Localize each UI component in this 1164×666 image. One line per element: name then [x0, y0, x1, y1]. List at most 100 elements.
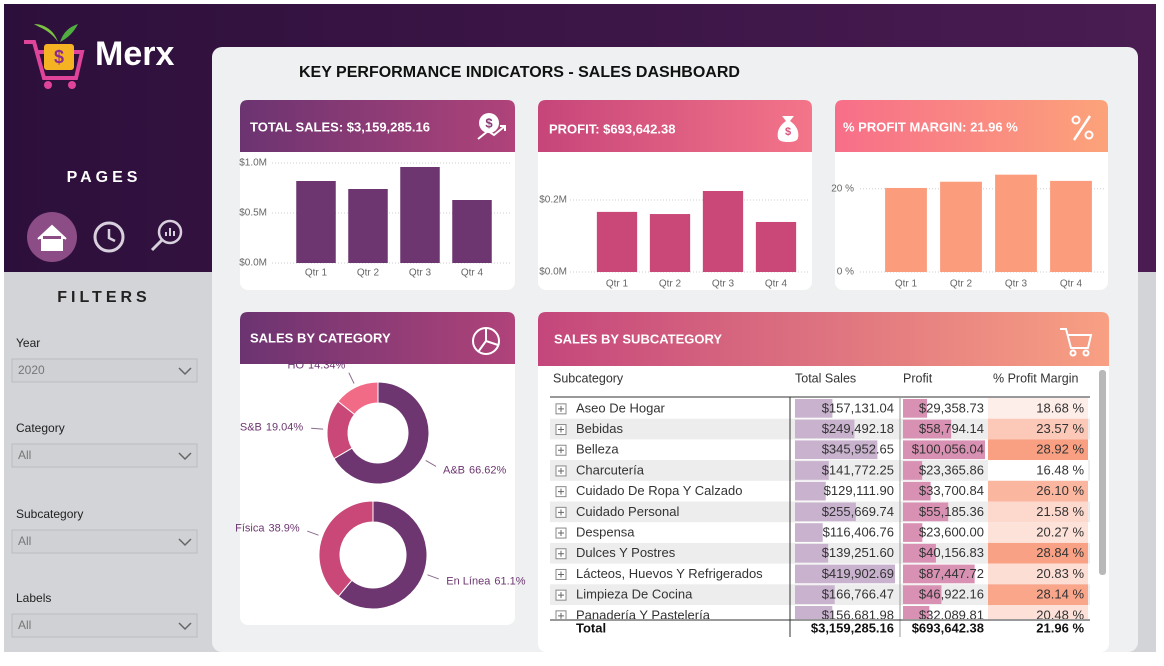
expand-plus	[558, 571, 564, 578]
bar	[400, 167, 440, 263]
sales-value: $139,251.60	[822, 545, 894, 560]
x-tick-label: Qtr 3	[409, 268, 432, 279]
dropdown-value: 2020	[18, 363, 45, 377]
bar	[296, 181, 336, 263]
expand-button[interactable]	[555, 486, 567, 498]
svg-text:$: $	[485, 115, 493, 130]
expand-button[interactable]	[555, 424, 567, 436]
bar	[348, 189, 388, 263]
expand-button[interactable]	[555, 403, 567, 415]
donut-slice	[318, 500, 374, 598]
subcategory: Limpieza De Cocina	[576, 587, 693, 602]
profit-value: $46,922.16	[919, 587, 984, 602]
profit-bar	[903, 440, 985, 460]
x-tick-label: Qtr 2	[357, 268, 380, 279]
sales-bar	[795, 399, 833, 418]
sales-bar	[795, 419, 855, 439]
donut-slice	[333, 381, 430, 485]
label-category: S&B	[240, 422, 262, 434]
expand-button[interactable]	[555, 465, 567, 477]
leader-line	[425, 459, 437, 467]
dropdown-arrow	[178, 452, 192, 461]
expand-button[interactable]	[555, 610, 567, 621]
filter-dropdown[interactable]: All	[11, 443, 198, 468]
label-category: HO	[288, 359, 305, 371]
analysis-button[interactable]	[150, 219, 183, 252]
dropdown-box[interactable]	[11, 529, 198, 554]
margin-value: 28.92 %	[1036, 442, 1084, 457]
leader-line	[307, 530, 319, 536]
filter-dropdown[interactable]: All	[11, 529, 198, 554]
expand-button[interactable]	[555, 548, 567, 560]
expand-plus	[558, 426, 564, 433]
margin-cell	[988, 460, 1088, 481]
filter-dropdown[interactable]: All	[11, 613, 198, 638]
x-tick-label: Qtr 1	[305, 268, 328, 279]
profit-value: $55,185.36	[919, 504, 984, 519]
x-tick-label: Qtr 1	[606, 279, 629, 290]
charts: $0.0M $0.5M $1.0M Qtr 1 Qtr 2 Qtr 3 Qtr 4 $0.0M…	[235, 158, 1105, 610]
card-title: SALES BY SUBCATEGORY	[554, 331, 722, 346]
table-rows: Aseo De Hogar $157,131.04 $29,358.73 18.68 …	[550, 398, 1090, 622]
filter-dropdown[interactable]: 2020	[11, 358, 198, 383]
expand-button[interactable]	[555, 506, 567, 518]
column-header: % Profit Margin	[993, 371, 1078, 385]
profit-value: $87,447.72	[919, 566, 984, 581]
expand-plus	[558, 592, 564, 599]
expand-button[interactable]	[555, 589, 567, 601]
donut-slice	[337, 381, 379, 416]
sales-bar	[795, 585, 835, 604]
x-tick-label: Qtr 4	[461, 268, 484, 279]
scrollbar[interactable]	[1099, 370, 1106, 575]
sales-bar	[795, 606, 833, 619]
dropdown-value: All	[18, 618, 31, 632]
margin-value: 20.83 %	[1036, 566, 1084, 581]
profit-value: $100,056.04	[912, 442, 984, 457]
x-tick-label: Qtr 3	[712, 279, 735, 290]
profit-bar	[903, 585, 942, 604]
expand-button[interactable]	[555, 444, 567, 456]
margin-cell	[988, 605, 1088, 619]
dropdown-box[interactable]	[11, 443, 198, 468]
profit-bar	[903, 481, 931, 501]
profit-value: $23,600.00	[919, 524, 984, 539]
dropdown-box[interactable]	[11, 613, 198, 638]
subcategory: Charcutería	[576, 462, 645, 477]
history-button[interactable]	[93, 221, 125, 253]
sales-value: $141,772.25	[822, 462, 894, 477]
donut-slice	[337, 500, 428, 610]
filter-label: Year	[16, 336, 40, 350]
profit-bar	[903, 419, 952, 439]
margin-cell	[988, 439, 1088, 461]
y-tick-label: 0 %	[837, 267, 854, 278]
subcategory: Aseo De Hogar	[576, 400, 666, 415]
margin-cell	[988, 418, 1088, 440]
label-category: Física	[235, 522, 265, 534]
label-value: 19.04%	[266, 422, 304, 434]
expand-button[interactable]	[555, 568, 567, 580]
bar	[885, 187, 927, 272]
dropdown-box[interactable]	[11, 358, 198, 383]
expand-plus	[558, 612, 564, 619]
sales-bar	[795, 461, 829, 480]
home-button[interactable]	[27, 212, 77, 262]
sales-value: $345,952.65	[822, 442, 894, 457]
subcategory: Lácteos, Huevos Y Refrigerados	[576, 566, 763, 581]
y-tick-label: $0.2M	[539, 195, 567, 206]
subcategory: Dulces Y Postres	[576, 545, 676, 560]
margin-value: 28.14 %	[1036, 587, 1084, 602]
filters-heading: FILTERS	[57, 289, 150, 306]
expand-button[interactable]	[555, 527, 567, 539]
profit-value: $23,365.86	[919, 462, 984, 477]
data-label: HO 14.34%	[288, 359, 346, 371]
margin-cell	[988, 542, 1088, 564]
data-label: Física 38.9%	[235, 522, 300, 534]
sales-bar	[795, 502, 856, 522]
subcategory: Panadería Y Pastelería	[576, 607, 711, 622]
label-category: A&B	[443, 464, 465, 476]
table: Subcategory Total Sales Profit % Profit Mar…	[550, 371, 1090, 637]
column-header: Total Sales	[795, 371, 856, 385]
profit-bar	[903, 606, 930, 619]
filter-label: Labels	[16, 591, 51, 605]
